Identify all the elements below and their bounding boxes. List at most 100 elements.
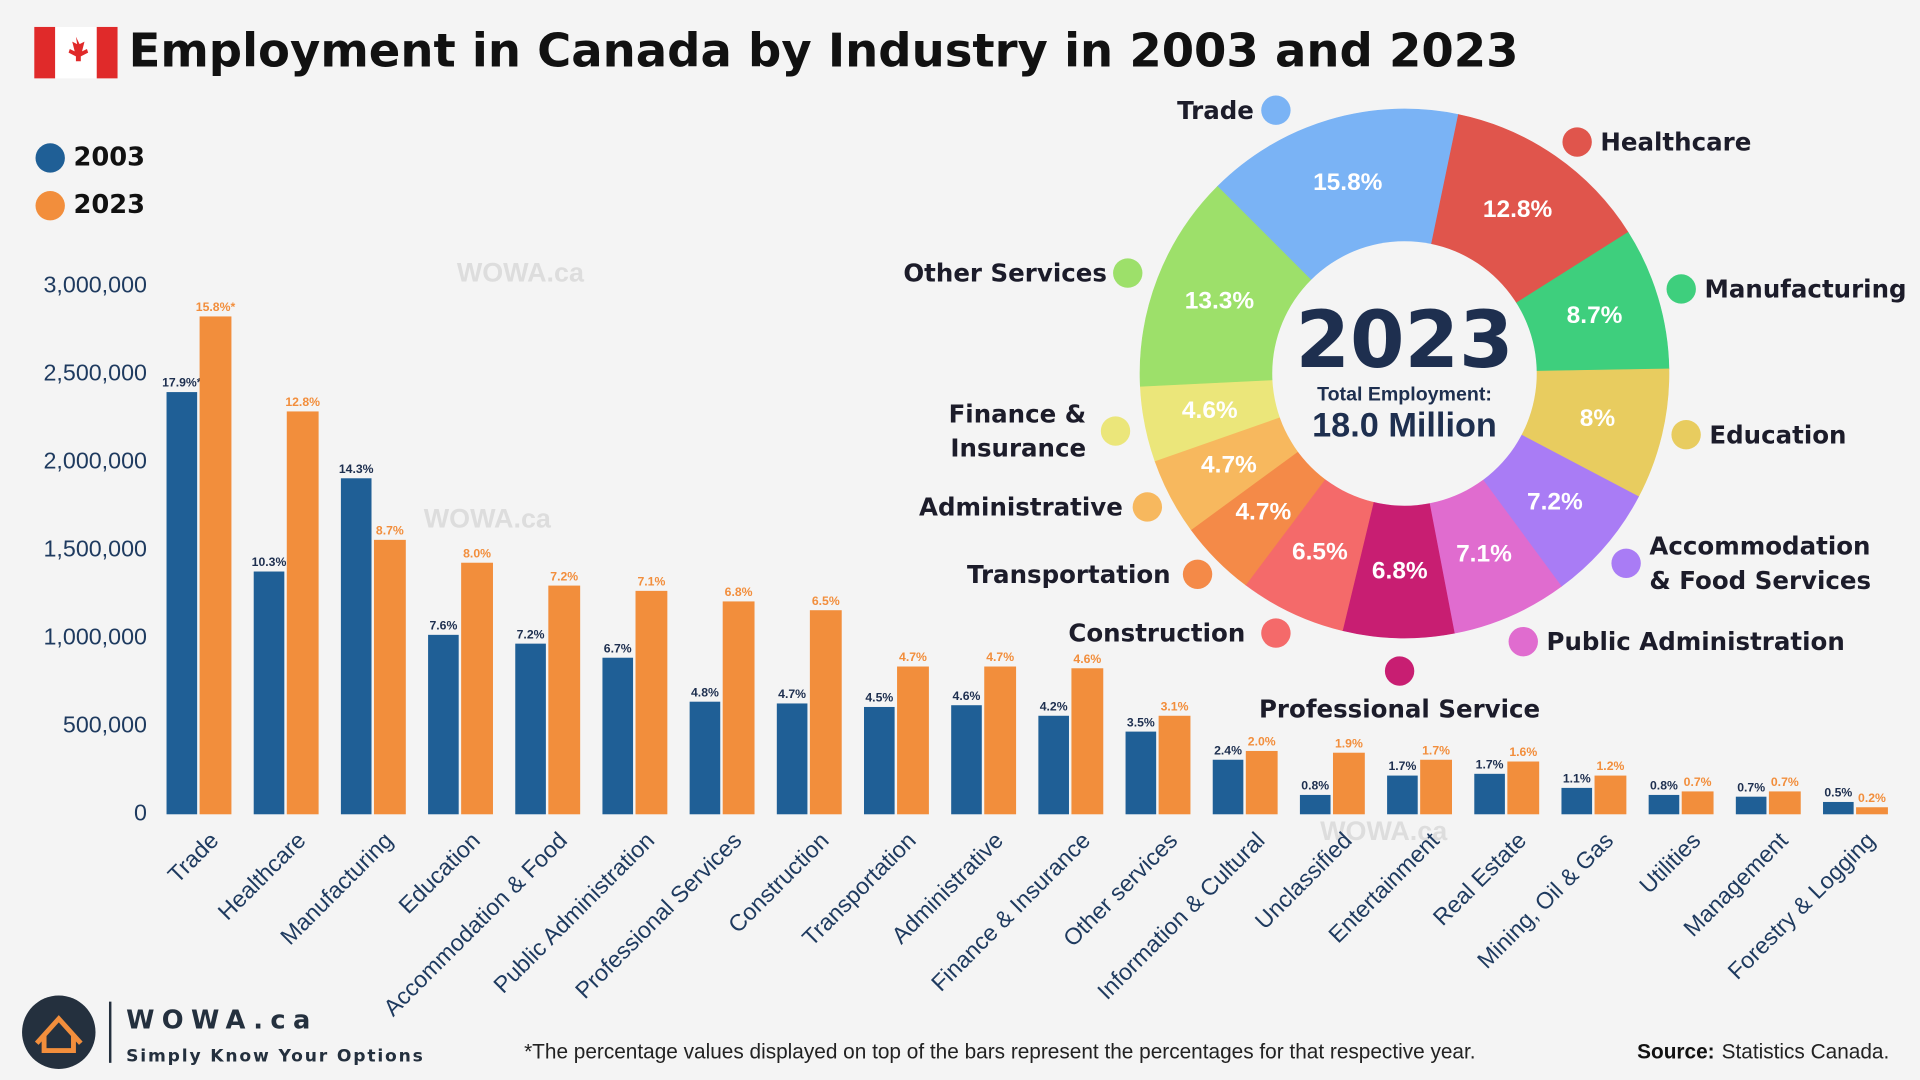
watermark: WOWA.ca [457, 257, 585, 287]
bar-share-label: 7.2% [517, 627, 545, 641]
pie-label-box: Manufacturing [1704, 274, 1906, 303]
bar [635, 590, 668, 815]
legend-marker [1261, 618, 1291, 648]
legend-marker [1611, 548, 1641, 578]
pie-label-box: Trade [1177, 95, 1254, 125]
slice-value-label: 7.2% [1527, 488, 1583, 515]
legend-marker [1113, 258, 1143, 288]
bar [1823, 801, 1854, 815]
pie-label-box: Transportation [966, 559, 1171, 589]
legend-marker [1182, 559, 1213, 589]
slice-value-label: 7.1% [1456, 541, 1512, 568]
bar [689, 701, 721, 815]
bar [1681, 791, 1714, 815]
bar-share-label: 4.7% [986, 650, 1014, 664]
legend-label: 2023 [73, 190, 145, 220]
legend-marker [1384, 656, 1415, 686]
pie-label-box: Professional Service [1259, 694, 1540, 723]
pie-label-box: Finance & Insurance [949, 399, 1087, 463]
slice-value-label: 15.8% [1313, 169, 1383, 196]
bar [1768, 791, 1801, 815]
center-title: 2023 [1295, 295, 1513, 386]
bar-share-label: 0.8% [1301, 779, 1329, 793]
legend-marker [1666, 274, 1696, 304]
bar [1735, 796, 1767, 815]
pie-label: Administrative [919, 492, 1123, 522]
bar-share-label: 4.2% [1040, 699, 1068, 713]
pie-label: Accommodation & Food Services [1649, 531, 1872, 596]
bar [1212, 759, 1244, 815]
bar [722, 601, 755, 815]
slice-value-label: 13.3% [1185, 288, 1255, 315]
source-label: Source: [1637, 1041, 1714, 1064]
y-tick-label: 2,500,000 [44, 360, 148, 386]
bar-share-label: 4.7% [778, 687, 806, 701]
bar-share-label: 0.8% [1650, 779, 1678, 793]
bar-share-label: 15.8%* [196, 300, 236, 314]
tagline: Simply Know Your Options [126, 1047, 425, 1067]
pie-label: Transportation [966, 559, 1171, 589]
flag [34, 26, 118, 79]
bar [1299, 794, 1331, 815]
pie-label-box: Healthcare [1600, 127, 1752, 157]
pie-label-box: Construction [1068, 618, 1246, 648]
bar [1332, 752, 1365, 815]
bar-share-label: 0.7% [1737, 780, 1765, 794]
bar-share-label: 0.2% [1858, 791, 1886, 805]
pie-label: Other Services [903, 258, 1107, 288]
slice-value-label: 4.7% [1201, 451, 1257, 478]
legend-marker [1132, 492, 1163, 522]
pie-label-box: Education [1709, 420, 1846, 449]
bar [1594, 775, 1627, 815]
bar [199, 316, 232, 815]
slice-value-label: 4.6% [1182, 397, 1238, 424]
y-tick-label: 500,000 [63, 711, 147, 737]
bar [340, 478, 372, 815]
bar-share-label: 1.9% [1335, 736, 1363, 750]
bar [1387, 775, 1418, 815]
bar [809, 610, 842, 815]
bar-share-label: 1.2% [1597, 759, 1625, 773]
bar [776, 703, 808, 815]
bar-share-label: 0.5% [1824, 786, 1852, 800]
y-tick-label: 1,000,000 [44, 624, 148, 650]
center-subtitle: Total Employment: [1317, 384, 1492, 406]
bar-share-label: 4.6% [1073, 652, 1101, 666]
legend-marker [1261, 95, 1291, 125]
bar-share-label: 0.7% [1684, 775, 1712, 789]
bar-share-label: 8.0% [463, 546, 491, 560]
legend-marker [35, 143, 65, 173]
bar-share-label: 7.6% [429, 619, 457, 633]
bar-share-label: 4.8% [691, 685, 719, 699]
bar [897, 666, 929, 815]
slice-value-label: 8% [1580, 405, 1616, 432]
bar [1420, 759, 1452, 815]
bar-share-label: 1.7% [1388, 759, 1416, 773]
bar-share-label: 7.1% [637, 575, 665, 589]
bar-share-label: 2.4% [1214, 743, 1242, 757]
pie-label: Trade [1177, 95, 1254, 125]
slice-value-label: 6.8% [1372, 557, 1428, 584]
bar-share-label: 17.9%* [162, 376, 202, 390]
bar-share-label: 1.7% [1422, 743, 1450, 757]
legend-marker [1508, 626, 1538, 657]
bar-share-label: 2.0% [1248, 735, 1276, 749]
bar [602, 657, 634, 815]
slice-value-label: 12.8% [1483, 196, 1553, 223]
bar [428, 634, 459, 815]
pie-label: Construction [1068, 618, 1246, 648]
bar-share-label: 3.5% [1127, 715, 1155, 729]
bar-share-label: 1.6% [1509, 745, 1537, 759]
watermark: WOWA.ca [1320, 816, 1448, 846]
pie-label-box: Administrative [919, 492, 1123, 522]
pie-label-box: Accommodation & Food Services [1649, 531, 1872, 596]
bar [951, 705, 982, 815]
legend-marker [1100, 416, 1131, 446]
y-tick-label: 0 [134, 799, 147, 825]
pie-label: Healthcare [1600, 127, 1752, 157]
bar [253, 571, 285, 815]
bar-share-label: 4.7% [899, 650, 927, 664]
logo [22, 995, 112, 1069]
slice-value-label: 6.5% [1292, 538, 1348, 565]
